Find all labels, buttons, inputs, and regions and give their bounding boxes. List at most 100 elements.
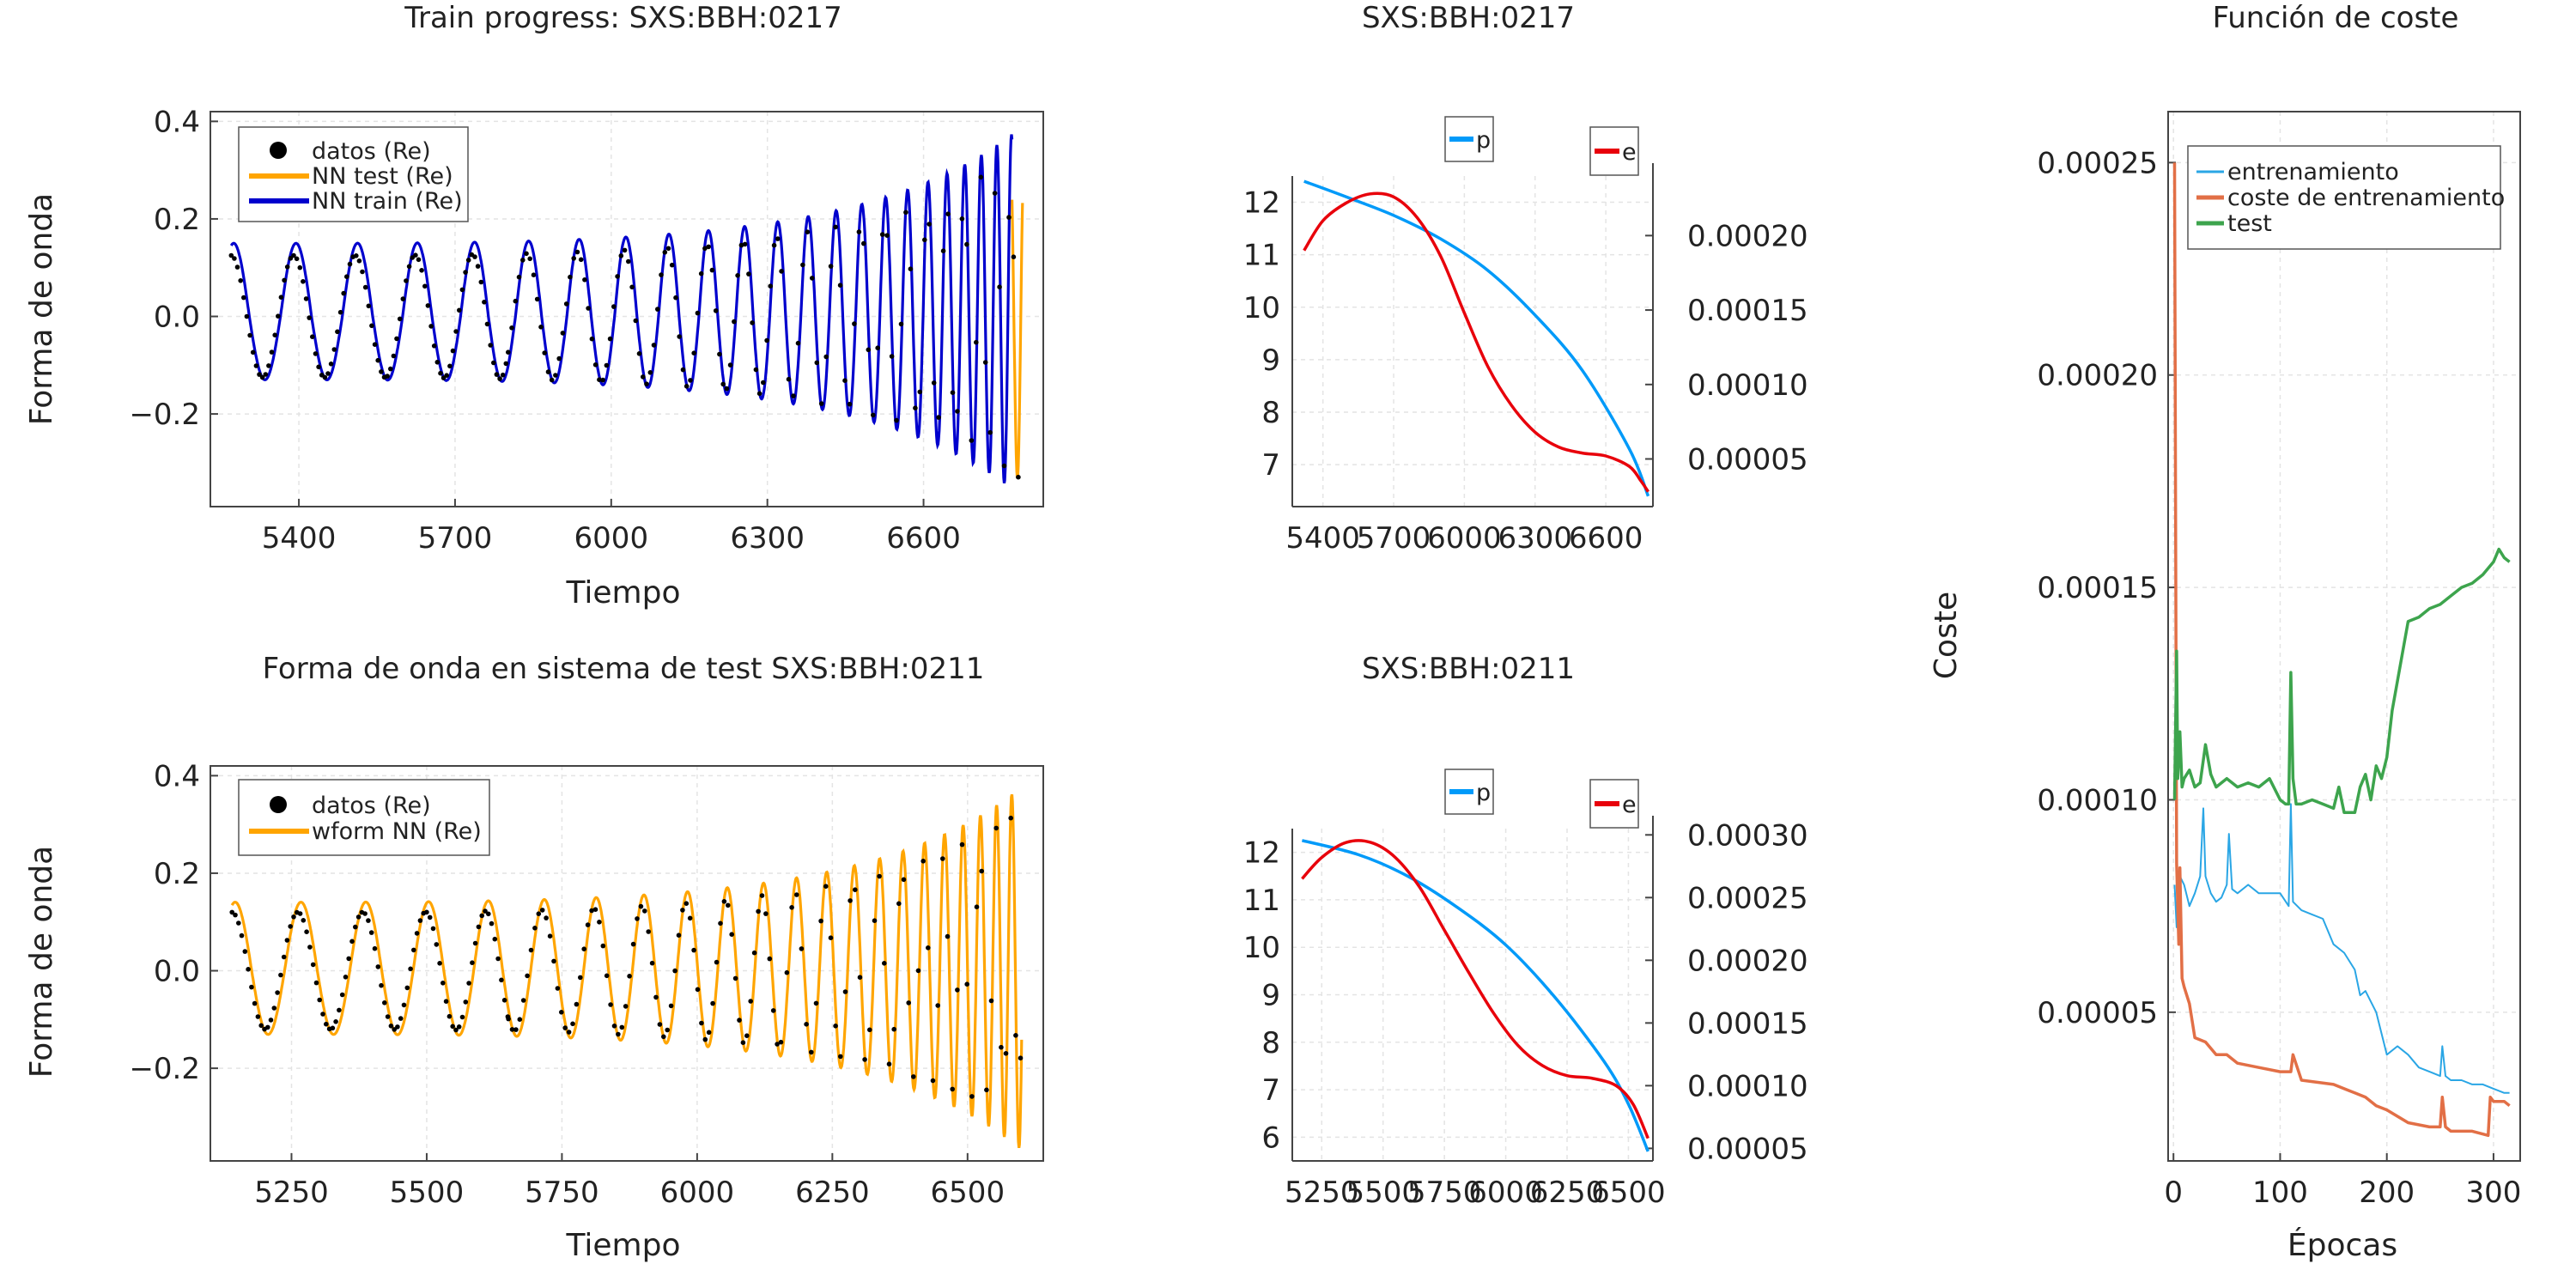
data-point (513, 1027, 519, 1032)
data-point (818, 918, 823, 924)
data-point (662, 250, 668, 255)
train-y-axis-label: Forma de onda (24, 193, 59, 425)
data-point (974, 904, 980, 909)
data-point (856, 229, 862, 234)
data-point (906, 1000, 911, 1005)
data-point (528, 947, 534, 953)
data-point (509, 1027, 515, 1032)
data-point (324, 1021, 329, 1027)
right-y-tick-label: 0.00020 (1687, 219, 1808, 253)
data-point (331, 347, 337, 352)
data-point (288, 924, 294, 929)
data-point (597, 377, 602, 383)
data-point (969, 438, 975, 443)
data-point (764, 337, 769, 343)
data-point (568, 274, 573, 280)
data-point (489, 920, 495, 927)
data-point (229, 909, 235, 915)
data-point (266, 363, 271, 368)
data-point (771, 242, 777, 248)
legend-marker-datos (270, 142, 287, 159)
test-x-axis-label: Tiempo (566, 1228, 681, 1263)
data-point (959, 216, 965, 222)
data-point (778, 1039, 784, 1045)
data-point (814, 360, 820, 366)
data-point (756, 908, 761, 914)
data-point (695, 987, 701, 993)
data-point (272, 332, 278, 338)
data-point (353, 924, 358, 930)
data-point (539, 908, 545, 913)
data-point (794, 892, 799, 897)
data-point (729, 932, 734, 937)
x-tick-label: 6000 (660, 1176, 735, 1210)
data-point (313, 351, 319, 356)
series-p-line (1301, 839, 1649, 1152)
data-point (917, 389, 923, 395)
data-point (369, 323, 374, 329)
data-point (964, 981, 969, 987)
data-point (424, 909, 429, 915)
x-tick-label: 5250 (254, 1176, 329, 1210)
data-point (265, 1024, 270, 1030)
data-point (553, 373, 558, 378)
left-y-tick-label: 12 (1243, 836, 1280, 871)
data-point (431, 343, 437, 349)
right-y-tick-label: 0.00020 (1687, 944, 1808, 978)
data-point (404, 985, 410, 991)
plot-frame (2167, 111, 2521, 1162)
train-plot-area: 5400 5700 6000 6300 6600 −0.2 0.0 0.2 0.4 (129, 105, 1044, 556)
data-point (804, 1022, 809, 1027)
data-point (355, 914, 361, 920)
data-point (440, 981, 446, 986)
data-point (848, 898, 853, 903)
data-point (263, 372, 269, 377)
data-point (889, 354, 895, 359)
legend-label-p: p (1476, 780, 1491, 806)
data-point (269, 349, 275, 355)
data-point (366, 918, 371, 923)
data-point (744, 1033, 750, 1038)
data-point (589, 908, 594, 914)
left-y-tick-label: 9 (1261, 979, 1280, 1013)
data-point (740, 1040, 746, 1045)
data-point (391, 353, 397, 359)
data-point (337, 309, 343, 315)
series-datos-re-points (229, 815, 1024, 1099)
data-point (438, 370, 443, 376)
data-point (328, 361, 334, 367)
data-point (828, 935, 834, 940)
data-point (427, 914, 433, 920)
test-y-axis-label: Forma de onda (24, 846, 59, 1078)
data-point (930, 1078, 936, 1084)
data-point (520, 998, 526, 1003)
data-point (397, 316, 403, 322)
data-point (842, 989, 848, 994)
data-point (1018, 1055, 1024, 1060)
data-point (294, 256, 300, 262)
data-point (453, 329, 459, 334)
data-point (236, 920, 241, 926)
data-point (472, 940, 478, 946)
data-point (395, 1024, 400, 1030)
x-tick-label: 6000 (1427, 521, 1502, 556)
data-point (375, 964, 381, 969)
legend-label-coste-entrenamiento: coste de entrenamiento (2227, 185, 2505, 211)
data-point (288, 256, 294, 261)
data-point (710, 1000, 715, 1006)
data-point (339, 992, 345, 998)
data-point (784, 969, 790, 975)
test-waveform-panel: Forma de onda en sistema de test SXS:BBH… (24, 652, 1044, 1263)
data-point (809, 1049, 814, 1055)
data-point (255, 1014, 261, 1019)
data-point (388, 1024, 394, 1029)
legend-label-test: test (2227, 210, 2272, 237)
data-point (322, 374, 328, 380)
data-point (545, 369, 551, 374)
x-tick-label: 5250 (1285, 1176, 1359, 1210)
x-tick-label: 6000 (574, 521, 649, 556)
data-point (531, 272, 537, 278)
y-tick-label: 0.00015 (2037, 571, 2158, 605)
orbit-0211-legend-p: p (1444, 769, 1494, 815)
data-point (800, 262, 805, 268)
